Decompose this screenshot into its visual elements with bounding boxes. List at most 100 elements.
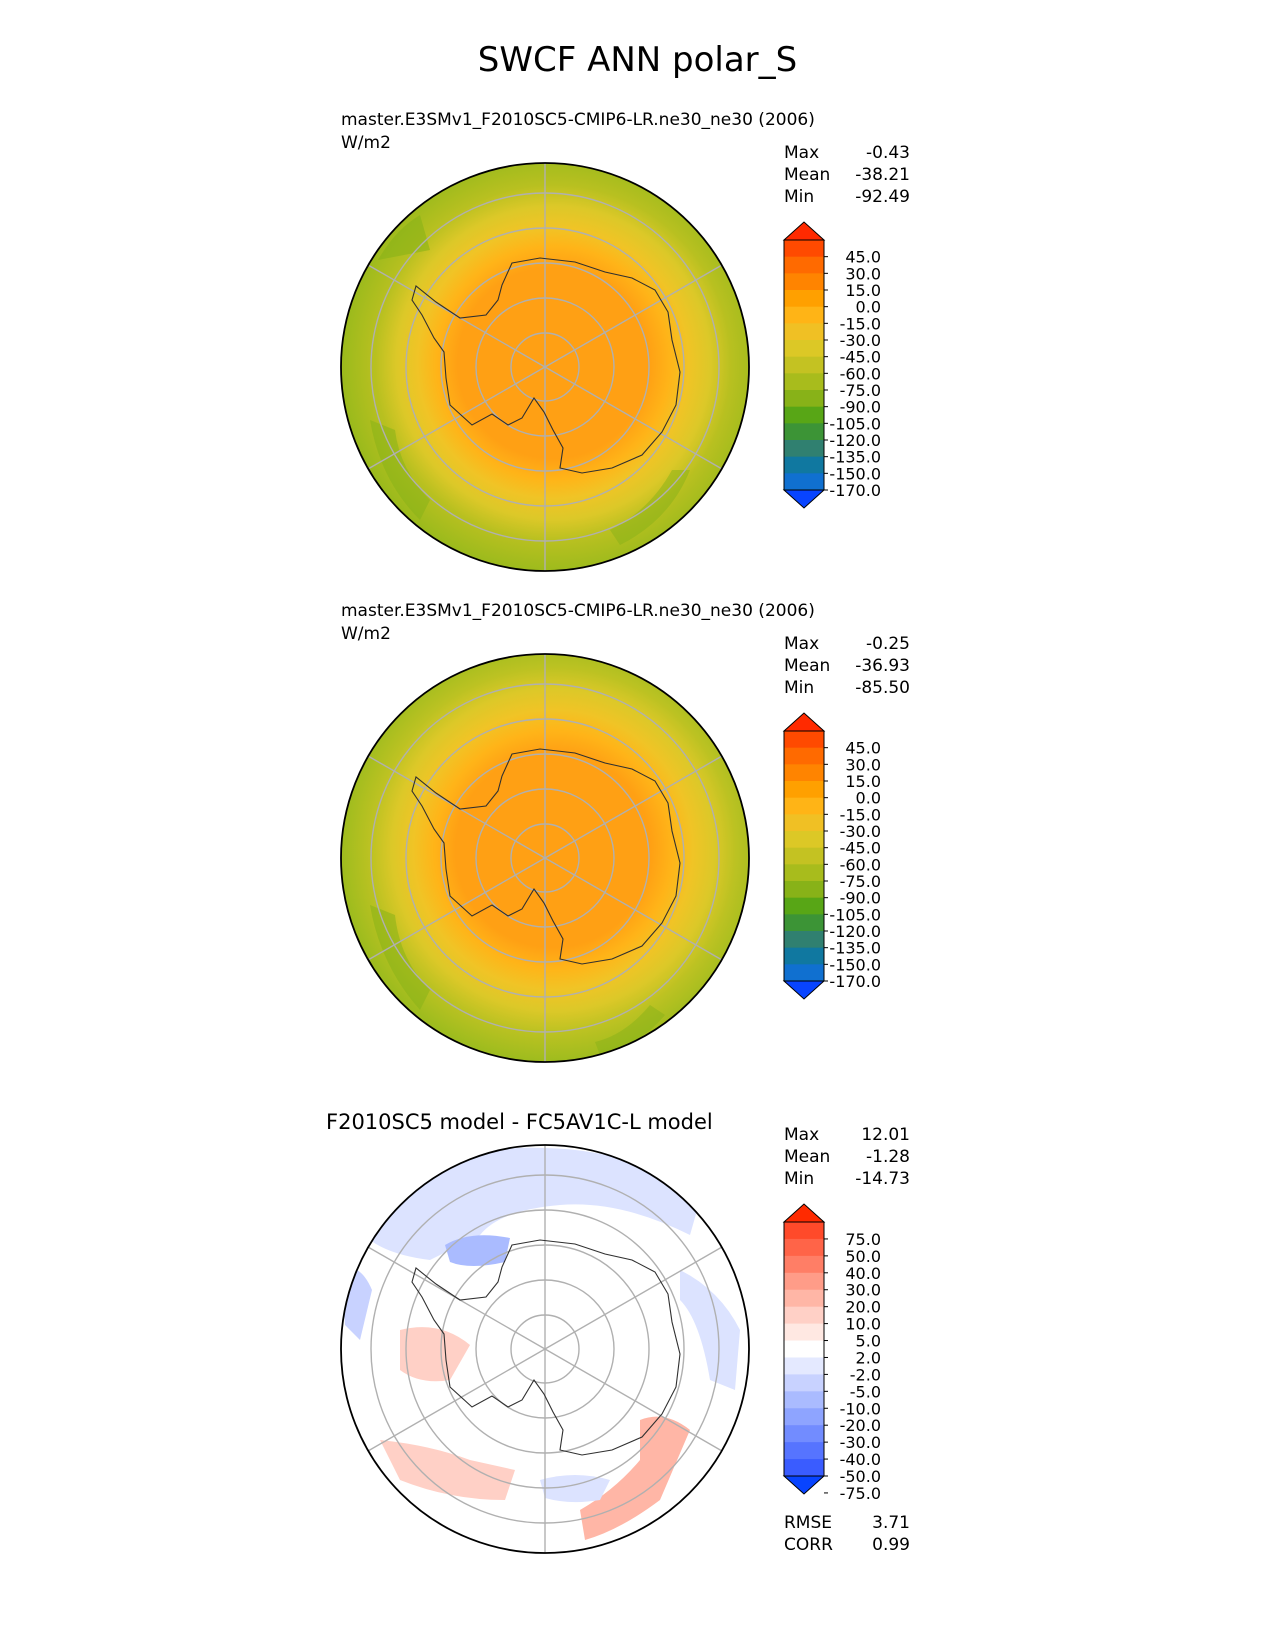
panel-1-title: master.E3SMv1_F2010SC5-CMIP6-LR.ne30_ne3…	[341, 110, 815, 130]
map-border	[340, 1144, 750, 1554]
field-patch	[370, 420, 430, 520]
colorbar-segment	[784, 1459, 824, 1477]
stat-value: -14.73	[855, 1169, 910, 1189]
stat-label: Min	[784, 187, 815, 207]
metric-value: 0.99	[872, 1535, 910, 1555]
colorbar-segment	[784, 440, 824, 458]
field-patch	[680, 1270, 740, 1390]
colorbar-segment	[784, 914, 824, 932]
stat-min: Min -92.49	[784, 186, 910, 208]
colorbar-segment	[784, 423, 824, 441]
colorbar-segment	[784, 390, 824, 408]
stat-value: 12.01	[861, 1125, 910, 1145]
colorbar-segment	[784, 947, 824, 965]
stat-label: Max	[784, 143, 820, 163]
colorbar-segment	[784, 881, 824, 899]
colorbar-extend-top	[782, 1203, 826, 1223]
colorbar-tick-label: 50.0	[845, 1247, 881, 1266]
colorbar-tick-label: 5.0	[856, 1332, 881, 1351]
colorbar-segment	[784, 1340, 824, 1358]
colorbar-extend-bottom	[782, 980, 826, 1000]
metric-rmse: RMSE 3.71	[784, 1512, 910, 1534]
colorbar-segment	[784, 456, 824, 474]
colorbar-tick-label: -135.0	[829, 939, 881, 958]
colorbar-segment	[784, 964, 824, 982]
panel-1-stats: Max -0.43 Mean -38.21 Min -92.49	[784, 142, 910, 208]
colorbar-segment	[784, 356, 824, 374]
colorbar-segment	[784, 814, 824, 832]
colorbar-segment	[784, 1222, 824, 1240]
colorbar-segment	[784, 931, 824, 949]
colorbar-extend-top	[782, 221, 826, 241]
colorbar-segment	[784, 897, 824, 915]
stat-value: -36.93	[855, 656, 910, 676]
colorbar-extend-bottom	[782, 1475, 826, 1495]
colorbar-tick-label: 40.0	[845, 1264, 881, 1283]
stat-label: Mean	[784, 656, 831, 676]
colorbar-tick-label: -45.0	[840, 839, 881, 858]
panel-3-title: F2010SC5 model - FC5AV1C-L model	[326, 1110, 713, 1134]
stat-value: -0.25	[866, 634, 910, 654]
panel-2-units: W/m2	[341, 624, 391, 644]
colorbar-tick-label: 0.0	[856, 789, 881, 808]
stat-mean: Mean -36.93	[784, 655, 910, 677]
stat-label: Max	[784, 634, 820, 654]
panel-3-metrics: RMSE 3.71 CORR 0.99	[784, 1512, 910, 1556]
colorbar-frame	[783, 239, 825, 491]
colorbar-tick-label: -90.0	[840, 398, 881, 417]
colorbar-segment	[784, 240, 824, 258]
colorbar-segment	[784, 406, 824, 424]
colorbar-tick-label: 75.0	[845, 1230, 881, 1249]
stat-label: Mean	[784, 1147, 831, 1167]
colorbar-frame	[783, 730, 825, 982]
stat-label: Min	[784, 678, 815, 698]
stat-value: -85.50	[855, 678, 910, 698]
colorbar-segment	[784, 1289, 824, 1308]
colorbar-tick-label: -105.0	[829, 414, 881, 433]
colorbar-panel-1: 45.030.015.00.0-15.0-30.0-45.0-60.0-75.0…	[782, 221, 881, 509]
stat-mean: Mean -1.28	[784, 1146, 910, 1168]
stat-label: Mean	[784, 165, 831, 185]
colorbar-tick-label: 2.0	[856, 1348, 881, 1367]
colorbar-tick-label: -105.0	[829, 905, 881, 924]
map-3-overlay	[340, 1144, 750, 1554]
colorbar-frame	[783, 1221, 825, 1477]
colorbar-tick-label: 30.0	[845, 755, 881, 774]
colorbar-tick-label: -30.0	[840, 331, 881, 350]
colorbar-tick-label: -20.0	[840, 1416, 881, 1435]
stat-value: -1.28	[866, 1147, 910, 1167]
colorbar-tick-label: -30.0	[840, 822, 881, 841]
metric-corr: CORR 0.99	[784, 1534, 910, 1556]
colorbar-tick-label: -15.0	[840, 805, 881, 824]
colorbar-tick-label: -15.0	[840, 314, 881, 333]
colorbar-segment	[784, 764, 824, 782]
stat-value: -38.21	[855, 165, 910, 185]
colorbar-tick-label: -5.0	[850, 1382, 881, 1401]
colorbar-tick-label: -90.0	[840, 889, 881, 908]
field-patch	[540, 1475, 610, 1503]
meridian-line	[367, 755, 723, 961]
colorbar-tick-label: -150.0	[829, 955, 881, 974]
panel-1-units: W/m2	[341, 133, 391, 153]
stat-value: -0.43	[866, 143, 910, 163]
field-patch	[370, 905, 430, 1010]
colorbar-tick-label: -150.0	[829, 464, 881, 483]
colorbar-tick-label: -60.0	[840, 855, 881, 874]
coastline	[411, 748, 681, 965]
colorbar-tick-label: 20.0	[845, 1298, 881, 1317]
metric-value: 3.71	[872, 1513, 910, 1533]
colorbar-segment	[784, 1272, 824, 1291]
stat-min: Min -85.50	[784, 677, 910, 699]
colorbar-segment	[784, 781, 824, 799]
colorbar-tick-label: -60.0	[840, 364, 881, 383]
colorbar-tick-label: -135.0	[829, 448, 881, 467]
colorbar-tick-label: -45.0	[840, 348, 881, 367]
panel-3-stats: Max 12.01 Mean -1.28 Min -14.73	[784, 1124, 910, 1190]
stat-max: Max -0.43	[784, 142, 910, 164]
stat-label: Min	[784, 1169, 815, 1189]
coastline	[411, 1239, 681, 1456]
colorbar-tick-label: -75.0	[840, 1484, 881, 1503]
colorbar-segment	[784, 1238, 824, 1257]
figure-title: SWCF ANN polar_S	[477, 40, 798, 80]
